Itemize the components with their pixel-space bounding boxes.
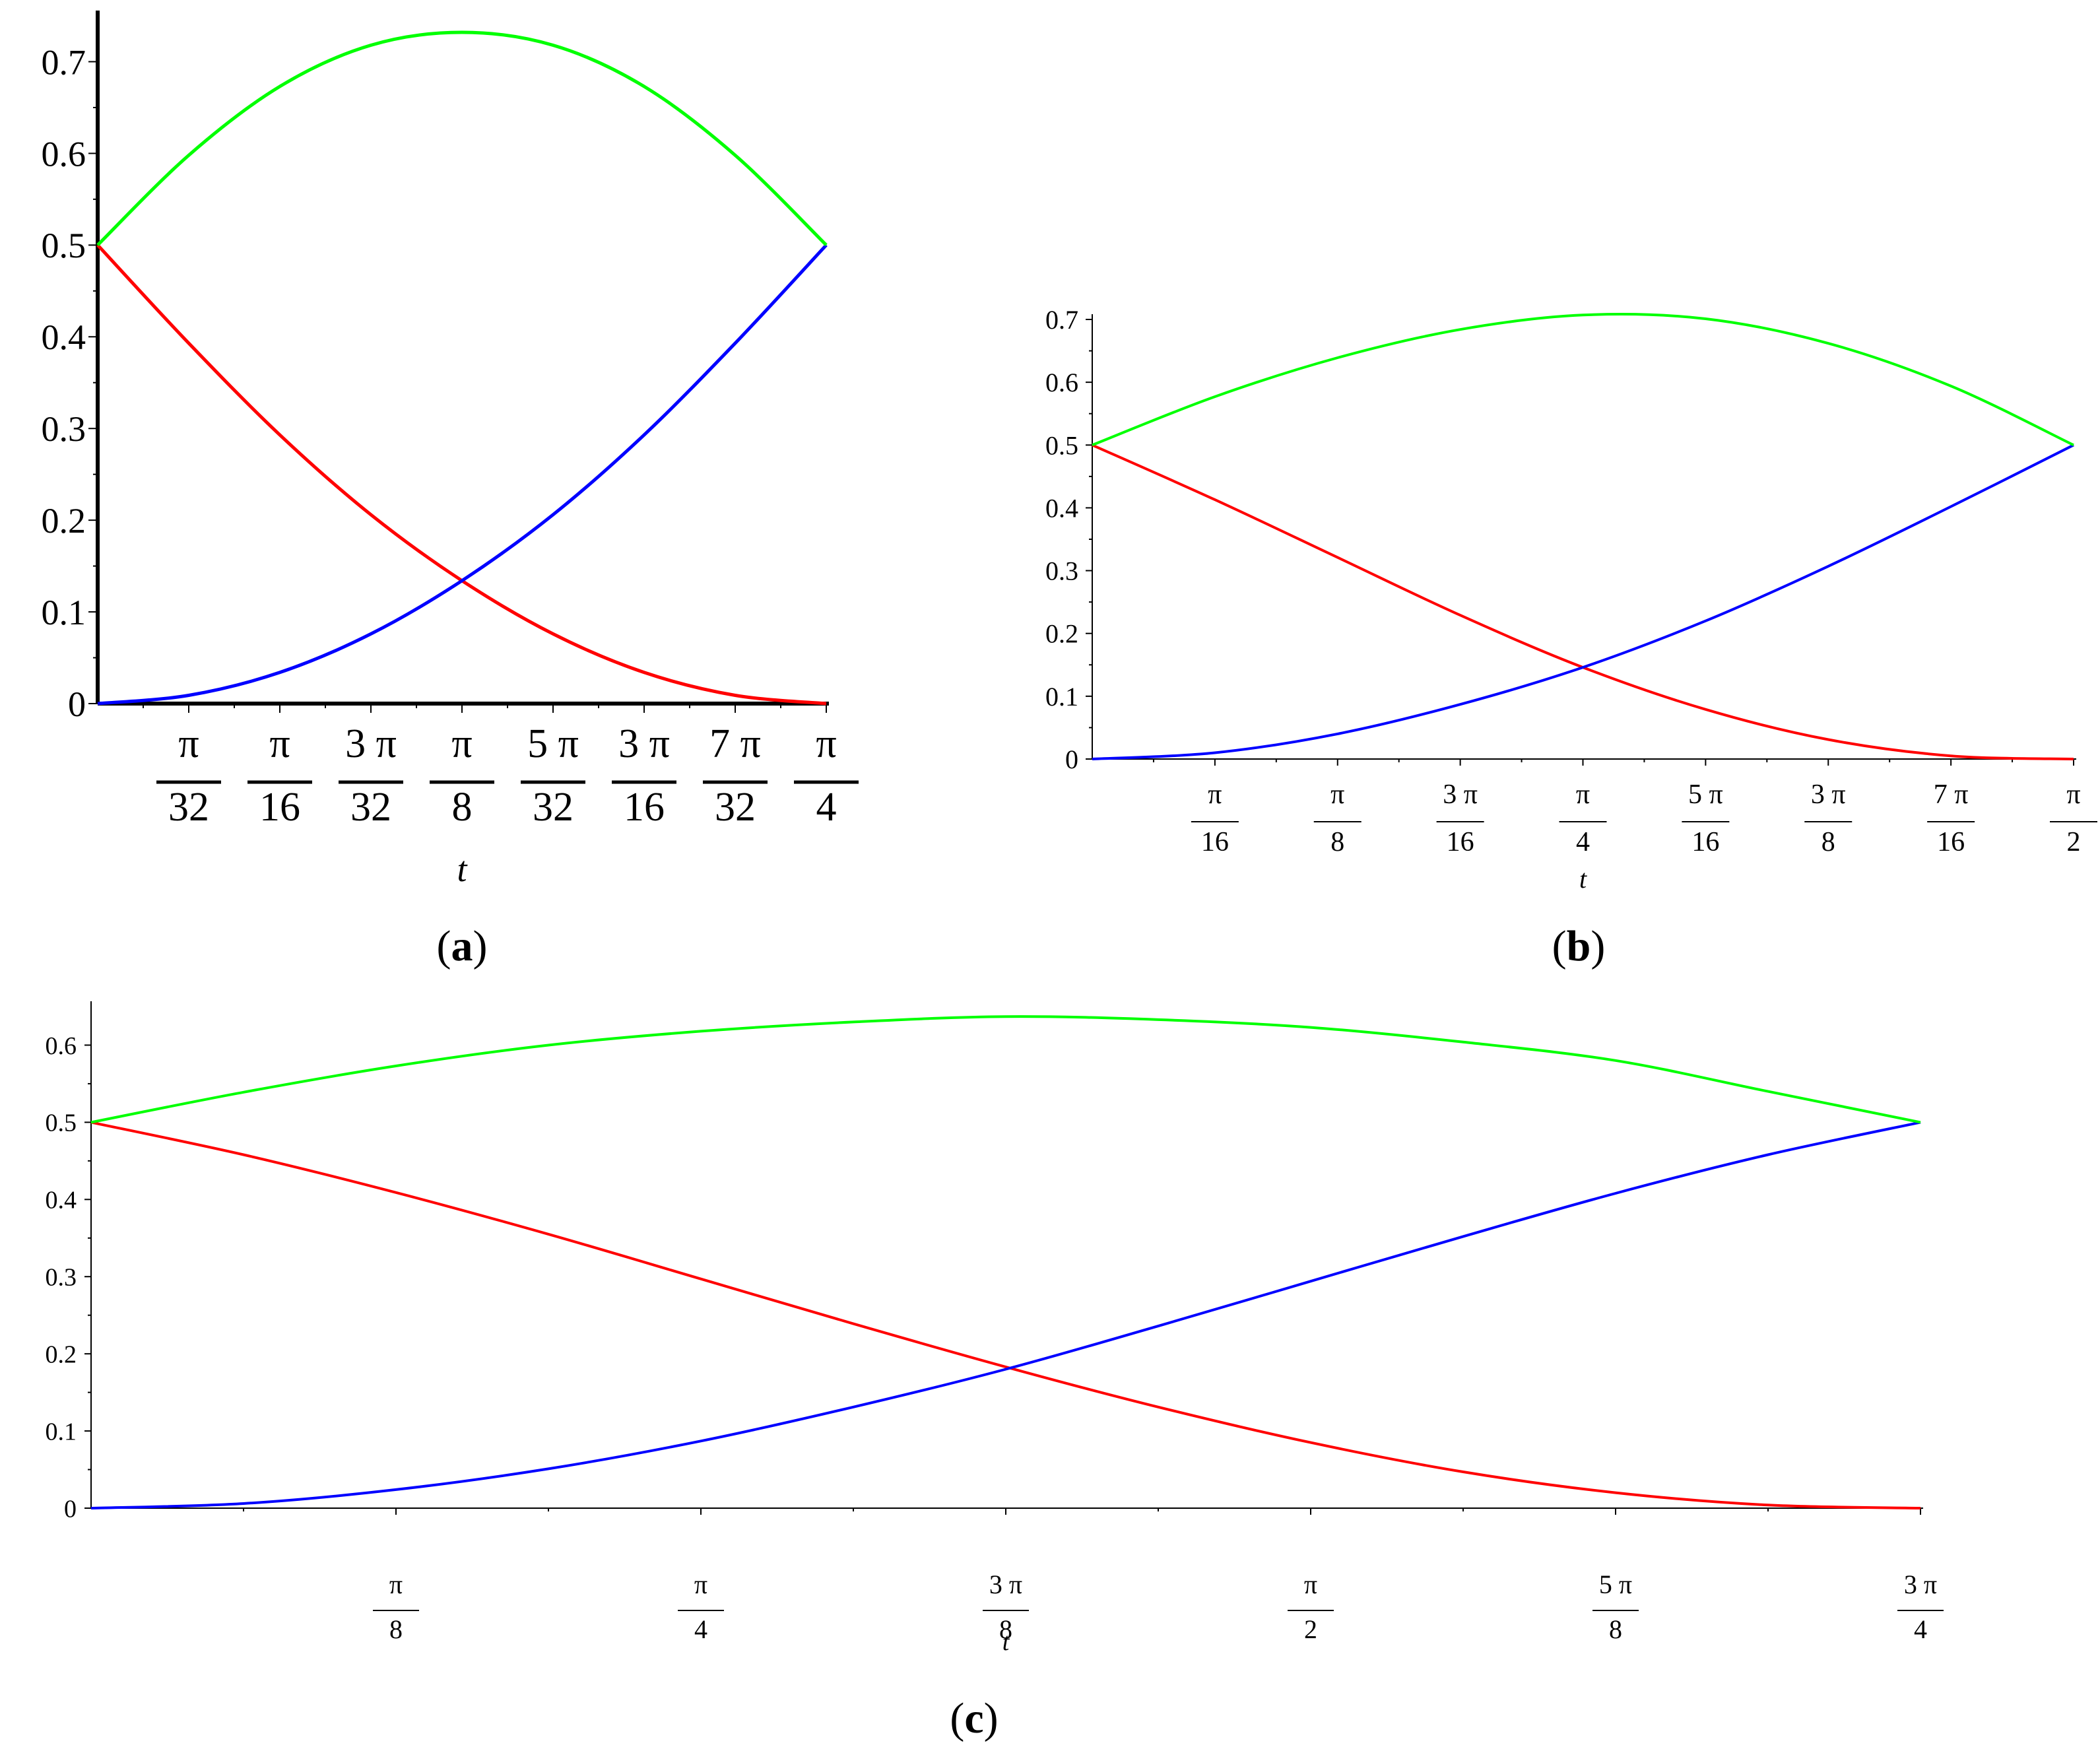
panel-label-letter: a: [451, 922, 473, 970]
x-tick-denominator: 16: [259, 785, 300, 830]
x-tick-numerator: 3 π: [1811, 779, 1846, 810]
x-tick-denominator: 8: [999, 1614, 1012, 1644]
x-tick-numerator: 7 π: [709, 721, 761, 766]
x-tick-numerator: 5 π: [1688, 779, 1723, 810]
x-tick-denominator: 2: [1304, 1614, 1317, 1644]
y-tick-label: 0.3: [46, 1264, 77, 1292]
panel-c: 0 0.1 0.2 0.3 0.4 0.5 0.6 π 8 π 4 3 π 8 π 2 5 π 8 3 π 4 t (c…: [46, 1001, 1944, 1742]
y-tick-label: 0.7: [42, 42, 86, 82]
x-tick-denominator: 16: [1691, 827, 1719, 857]
y-tick-label: 0: [1065, 745, 1078, 774]
x-tick-denominator: 8: [389, 1614, 403, 1644]
series-line-2: [90, 1015, 1921, 1124]
panel-a: 0 0.1 0.2 0.3 0.4 0.5 0.6 0.7 π 32 π 16 3 π 32 π 8 5 π 32…: [42, 11, 859, 970]
x-tick-numerator: 3 π: [1443, 779, 1478, 810]
x-tick-denominator: 32: [168, 785, 209, 830]
x-tick-numerator: 3 π: [345, 721, 397, 766]
y-tick-label: 0.6: [1045, 368, 1078, 397]
x-tick-numerator: 3 π: [989, 1570, 1022, 1599]
x-tick-denominator: 8: [1609, 1614, 1622, 1644]
x-tick-denominator: 4: [816, 785, 837, 830]
panel-label: (b): [1552, 922, 1606, 970]
y-tick-label: 0.2: [46, 1341, 77, 1368]
x-tick-denominator: 32: [715, 785, 756, 830]
panel-label: (a): [437, 922, 488, 970]
x-tick-denominator: 8: [1821, 827, 1835, 857]
x-tick-denominator: 8: [1330, 827, 1344, 857]
y-tick-label: 0.2: [42, 501, 86, 541]
y-tick-label: 0.7: [1045, 305, 1078, 335]
x-tick-denominator: 8: [452, 785, 473, 830]
series-line-1: [90, 1121, 1921, 1509]
x-tick-numerator: π: [389, 1570, 403, 1599]
y-tick-label: 0.5: [46, 1109, 77, 1137]
panel-label-letter: c: [964, 1694, 983, 1742]
y-tick-label: 0.5: [1045, 430, 1078, 460]
panel-label: (c): [950, 1694, 998, 1742]
x-tick-numerator: 5 π: [527, 721, 579, 766]
x-tick-denominator: 2: [2067, 827, 2081, 857]
series-line-1: [1092, 444, 2074, 760]
x-tick-numerator: π: [1576, 779, 1590, 810]
series-line-2: [96, 30, 828, 247]
panel-label-open: (: [437, 922, 451, 970]
panel-label-open: (: [1552, 922, 1567, 970]
y-tick-label: 0.1: [42, 593, 86, 632]
x-axis-label: t: [1002, 1628, 1010, 1656]
x-tick-numerator: π: [2066, 779, 2080, 810]
x-tick-denominator: 16: [1937, 827, 1965, 857]
x-tick-denominator: 32: [350, 785, 391, 830]
x-tick-denominator: 16: [1201, 827, 1229, 857]
panel-b: 0 0.1 0.2 0.3 0.4 0.5 0.6 0.7 π 16 π 8 3 π 16 π 4 5 π 16 3…: [1045, 305, 2097, 970]
x-tick-denominator: 32: [533, 785, 574, 830]
x-tick-numerator: π: [694, 1570, 707, 1599]
panel-label-open: (: [950, 1694, 964, 1742]
series-line-0: [96, 244, 827, 706]
x-tick-numerator: π: [269, 721, 290, 766]
x-tick-numerator: π: [178, 721, 199, 766]
y-tick-label: 0.2: [1045, 619, 1078, 649]
y-tick-label: 0.1: [46, 1418, 77, 1445]
x-tick-denominator: 4: [694, 1614, 707, 1644]
x-tick-numerator: π: [816, 721, 836, 766]
x-tick-numerator: π: [1208, 779, 1222, 810]
x-tick-denominator: 4: [1914, 1614, 1927, 1644]
y-tick-label: 0.4: [1045, 493, 1078, 523]
y-tick-label: 0.4: [46, 1187, 77, 1214]
panel-label-close: ): [984, 1694, 999, 1742]
x-tick-denominator: 16: [1447, 827, 1474, 857]
x-axis-label: t: [1579, 864, 1587, 894]
x-tick-numerator: π: [451, 721, 472, 766]
x-tick-denominator: 16: [624, 785, 665, 830]
x-tick-numerator: 3 π: [618, 721, 670, 766]
series-line-0: [90, 1121, 1921, 1509]
x-axis-label: t: [457, 849, 468, 889]
y-tick-label: 0.3: [1045, 556, 1078, 586]
series-line-0: [1092, 444, 2074, 760]
x-tick-numerator: 3 π: [1904, 1570, 1937, 1599]
y-tick-label: 0.6: [46, 1032, 77, 1060]
series-line-2: [1092, 313, 2074, 447]
panel-label-close: ): [1591, 922, 1605, 970]
y-tick-label: 0.5: [42, 226, 86, 265]
y-tick-label: 0.4: [42, 317, 86, 357]
x-tick-numerator: 5 π: [1599, 1570, 1632, 1599]
y-tick-label: 0.3: [42, 409, 86, 449]
panel-label-close: ): [473, 922, 488, 970]
x-tick-numerator: 7 π: [1934, 779, 1969, 810]
y-tick-label: 0: [64, 1495, 77, 1523]
y-tick-label: 0.6: [42, 134, 86, 174]
y-tick-label: 0: [68, 684, 86, 724]
series-line-1: [97, 244, 828, 706]
y-tick-label: 0.1: [1045, 682, 1078, 712]
x-tick-numerator: π: [1330, 779, 1344, 810]
x-tick-denominator: 4: [1576, 827, 1590, 857]
x-tick-numerator: π: [1304, 1570, 1317, 1599]
panel-label-letter: b: [1567, 922, 1591, 970]
